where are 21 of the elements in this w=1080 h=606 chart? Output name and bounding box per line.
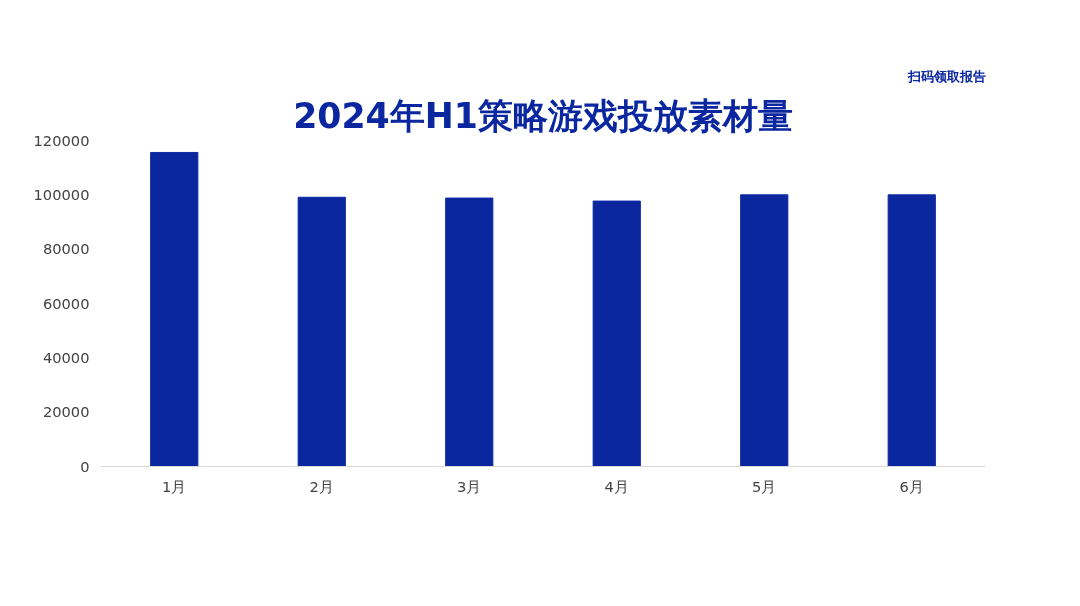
y-tick-label: 60000 — [42, 294, 90, 312]
x-tick-label: 2月 — [309, 477, 334, 495]
bar — [592, 200, 641, 467]
y-tick-label: 120000 — [33, 131, 90, 149]
chart-title: 2024年H1策略游戏投放素材量 — [293, 95, 793, 136]
bar — [445, 197, 494, 467]
bar — [740, 194, 789, 467]
y-tick-label: 100000 — [33, 185, 90, 203]
y-tick-label: 20000 — [42, 403, 90, 421]
bar — [887, 194, 936, 467]
y-tick-label: 80000 — [42, 240, 90, 258]
x-tick-label: 3月 — [457, 477, 482, 495]
y-tick-label: 40000 — [42, 348, 90, 366]
x-tick-label: 5月 — [752, 477, 777, 495]
text: 扫码领取报告 — [906, 68, 986, 84]
x-tick-label: 4月 — [604, 477, 629, 495]
y-tick-label: 0 — [80, 457, 90, 475]
x-tick-label: 1月 — [162, 477, 187, 495]
bar — [150, 151, 199, 467]
x-tick-label: 6月 — [899, 477, 924, 495]
bar — [297, 196, 346, 467]
